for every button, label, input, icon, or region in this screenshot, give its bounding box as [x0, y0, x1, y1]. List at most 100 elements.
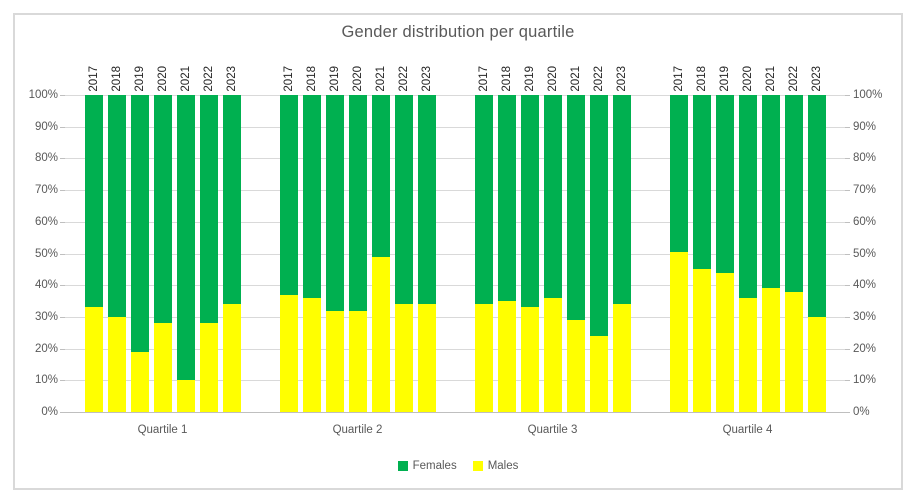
year-label: 2021: [179, 66, 192, 92]
stacked-bar: 2020: [738, 66, 757, 412]
year-label: 2017: [87, 66, 100, 92]
y-tick-label-left: 10%: [34, 374, 58, 387]
y-tick-label-right: 10%: [853, 374, 877, 387]
bar-segment-females: [348, 95, 367, 311]
stacked-bar: 2021: [761, 66, 780, 412]
category-label: Quartile 2: [332, 424, 383, 436]
gridline-90: [65, 126, 845, 128]
legend-item: Females: [397, 460, 457, 472]
bar-segment-males: [520, 307, 539, 412]
axis-tick: [845, 221, 850, 223]
bar-segment-males: [153, 323, 172, 412]
bar-segment-males: [566, 320, 585, 412]
y-tick-label-right: 30%: [853, 310, 877, 323]
stacked-bar: 2023: [807, 66, 826, 412]
bar-group: 2017 2018 2019 2020 2021 2022 2023: [65, 66, 260, 412]
bar-segment-females: [761, 95, 780, 289]
axis-tick: [60, 95, 65, 96]
gridline-10: [65, 380, 845, 382]
axis-tick: [60, 316, 65, 318]
bar-segment-females: [738, 95, 757, 298]
axis-tick: [845, 285, 850, 287]
bar-segment-males: [497, 301, 516, 412]
plot-area: 2017 2018 2019 2020 2021 2022 2023 2017 2018 2019…: [65, 66, 845, 413]
y-tick-label-right: 70%: [853, 184, 877, 197]
stacked-bar: 2021: [371, 66, 390, 412]
stacked-bar: 2019: [520, 66, 539, 412]
y-tick-label-left: 90%: [34, 120, 58, 133]
bar-segment-females: [199, 95, 218, 324]
bar-segment-males: [394, 304, 413, 412]
year-label: 2022: [592, 66, 605, 92]
year-label: 2022: [397, 66, 410, 92]
y-tick-label-left: 80%: [34, 152, 58, 165]
bar-segment-females: [520, 95, 539, 308]
stacked-bar: 2018: [107, 66, 126, 412]
bar-segment-females: [107, 95, 126, 317]
year-label: 2020: [741, 66, 754, 92]
stacked-bar: 2019: [325, 66, 344, 412]
axis-tick: [60, 190, 65, 192]
gridline-20: [65, 348, 845, 350]
gridline-50: [65, 253, 845, 255]
bar-segment-females: [130, 95, 149, 352]
gridline-70: [65, 190, 845, 192]
y-tick-label-left: 60%: [34, 215, 58, 228]
y-tick-label-right: 50%: [853, 247, 877, 260]
bar-segment-males: [738, 297, 757, 412]
bar-group: 2017 2018 2019 2020 2021 2022 2023: [455, 66, 650, 412]
year-label: 2023: [420, 66, 433, 92]
axis-tick: [845, 380, 850, 382]
stacked-bar: 2022: [784, 66, 803, 412]
year-label: 2021: [764, 66, 777, 92]
year-label: 2019: [718, 66, 731, 92]
stacked-bar: 2022: [199, 66, 218, 412]
legend-item: Males: [472, 460, 518, 472]
bar-segment-males: [222, 304, 241, 412]
bar-segment-males: [669, 251, 688, 412]
bar-segment-males: [692, 269, 711, 412]
axis-tick: [845, 412, 850, 413]
bar-segment-females: [394, 95, 413, 305]
y-tick-label-right: 100%: [853, 89, 883, 101]
bar-groups: 2017 2018 2019 2020 2021 2022 2023 2017 2018 2019…: [65, 66, 845, 412]
bar-segment-males: [199, 323, 218, 412]
y-tick-label-right: 90%: [853, 120, 877, 133]
year-label: 2021: [374, 66, 387, 92]
bar-segment-males: [474, 304, 493, 412]
year-label: 2018: [695, 66, 708, 92]
bar-segment-males: [325, 310, 344, 412]
y-tick-label-left: 100%: [28, 89, 58, 101]
stacked-bar: 2022: [394, 66, 413, 412]
bar-segment-females: [807, 95, 826, 317]
bar-segment-males: [348, 310, 367, 412]
y-tick-label-left: 30%: [34, 310, 58, 323]
stacked-bar: 2023: [417, 66, 436, 412]
year-label: 2019: [523, 66, 536, 92]
axis-tick: [845, 348, 850, 350]
gridline-100: [65, 95, 845, 96]
axis-tick: [60, 348, 65, 350]
year-label: 2022: [787, 66, 800, 92]
stacked-bar: 2023: [222, 66, 241, 412]
bar-segment-males: [130, 351, 149, 412]
bar-segment-females: [784, 95, 803, 292]
bar-segment-females: [222, 95, 241, 305]
stacked-bar: 2018: [692, 66, 711, 412]
bar-segment-females: [279, 95, 298, 295]
year-label: 2018: [305, 66, 318, 92]
stacked-bar: 2017: [279, 66, 298, 412]
axis-tick: [60, 380, 65, 382]
year-label: 2023: [810, 66, 823, 92]
chart-title: Gender distribution per quartile: [341, 23, 575, 41]
legend: Females Males: [15, 460, 901, 472]
stacked-bar: 2017: [474, 66, 493, 412]
axis-tick: [845, 126, 850, 128]
stacked-bar: 2021: [566, 66, 585, 412]
y-tick-label-right: 0%: [853, 406, 870, 418]
legend-label: Females: [412, 460, 457, 472]
axis-tick: [60, 412, 65, 413]
stacked-bar: 2023: [612, 66, 631, 412]
axis-tick: [60, 126, 65, 128]
